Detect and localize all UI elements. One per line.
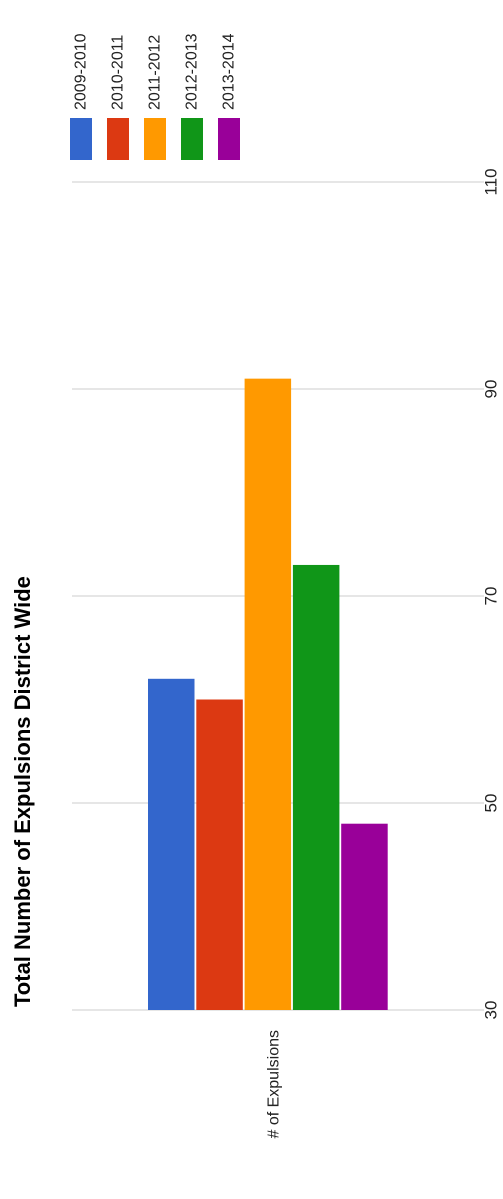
legend-swatch-2011-2012 xyxy=(144,118,166,160)
legend-label: 2013-2014 xyxy=(221,33,238,110)
legend-label: 2009-2010 xyxy=(73,33,90,110)
legend-swatch-2009-2010 xyxy=(70,118,92,160)
value-tick-label: 30 xyxy=(482,1001,501,1020)
legend: 2009-2010 2010-2011 2011-2012 2012-2013 2013… xyxy=(70,33,240,160)
category-label: # of Expulsions xyxy=(266,1030,283,1139)
bar-2010-2011 xyxy=(196,699,243,1010)
bar-2012-2013 xyxy=(292,564,340,1010)
value-tick-label: 110 xyxy=(482,168,501,195)
legend-label: 2010-2011 xyxy=(110,35,127,110)
legend-swatch-2013-2014 xyxy=(218,118,240,160)
legend-swatch-2012-2013 xyxy=(181,118,203,160)
chart-title: Total Number of Expulsions District Wide xyxy=(10,576,35,1007)
value-tick-label: 70 xyxy=(482,587,501,606)
bar-2011-2012 xyxy=(244,378,292,1010)
bars xyxy=(148,378,388,1010)
value-tick-label: 50 xyxy=(482,794,501,813)
value-tick-label: 90 xyxy=(482,380,501,399)
category-axis: # of Expulsions xyxy=(266,1030,283,1139)
legend-label: 2011-2012 xyxy=(147,35,164,110)
legend-label: 2012-2013 xyxy=(184,33,201,110)
legend-swatch-2010-2011 xyxy=(107,118,129,160)
value-axis-ticks: 30 50 70 90 110 xyxy=(482,168,501,1019)
bar-2009-2010 xyxy=(148,678,195,1010)
bar-2013-2014 xyxy=(341,823,388,1010)
